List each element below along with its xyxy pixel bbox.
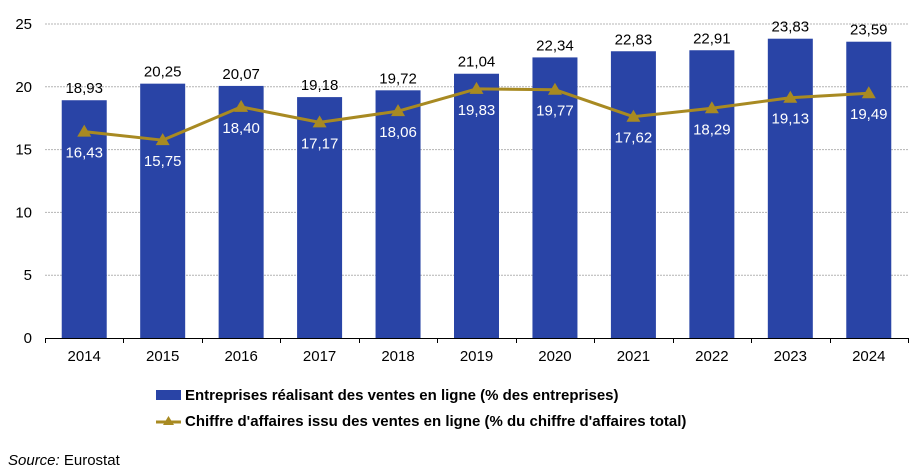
bar bbox=[689, 50, 735, 339]
line-marker-triangle bbox=[77, 124, 92, 137]
bar-data-label: 22,91 bbox=[693, 30, 731, 47]
y-tick-label: 0 bbox=[24, 330, 32, 347]
bar bbox=[532, 57, 578, 338]
line-data-label: 19,77 bbox=[536, 103, 574, 120]
line-data-label: 15,75 bbox=[144, 153, 182, 170]
x-tick-label: 2014 bbox=[68, 348, 101, 365]
bar bbox=[454, 73, 499, 338]
y-tick-label: 25 bbox=[15, 16, 32, 33]
line-marker-triangle bbox=[861, 86, 876, 99]
line-data-label: 18,29 bbox=[693, 121, 731, 138]
legend-line-triangle-icon bbox=[156, 416, 181, 425]
line-marker-triangle bbox=[391, 104, 406, 117]
bar bbox=[610, 51, 656, 339]
line-marker-triangle bbox=[547, 82, 562, 95]
x-tick-label: 2019 bbox=[460, 348, 493, 365]
line-marker-triangle bbox=[155, 133, 170, 146]
bar-data-labels: 18,93 20,25 20,07 19,18 19,72 21,04 22,34 22,83… bbox=[65, 19, 887, 98]
line-data-label: 17,62 bbox=[615, 130, 653, 147]
x-tick-label: 2021 bbox=[617, 348, 650, 365]
bar-data-label: 22,83 bbox=[615, 31, 653, 48]
line-series bbox=[77, 81, 876, 146]
legend: Entreprises réalisant des ventes en lign… bbox=[156, 382, 686, 434]
x-tick-label: 2017 bbox=[303, 348, 336, 365]
y-tick-label: 5 bbox=[24, 267, 32, 284]
source-label: Source: bbox=[8, 452, 60, 469]
x-tick-label: 2024 bbox=[852, 348, 885, 365]
bar bbox=[297, 97, 343, 338]
x-axis: 2014 2015 2016 2017 2018 2019 2020 2021 2022 2023… bbox=[45, 338, 909, 365]
x-tick-label: 2022 bbox=[695, 348, 728, 365]
x-tick-label: 2016 bbox=[224, 348, 257, 365]
bar-series bbox=[61, 38, 892, 339]
bar bbox=[140, 83, 186, 338]
x-tick-label: 2023 bbox=[774, 348, 807, 365]
legend-item-line: Chiffre d'affaires issu des ventes en li… bbox=[156, 408, 686, 434]
line-marker-triangle bbox=[469, 81, 484, 94]
line-marker-triangle bbox=[626, 109, 641, 122]
line-data-label: 18,06 bbox=[379, 124, 417, 141]
line-data-label: 16,43 bbox=[65, 145, 103, 162]
bar-data-label: 23,59 bbox=[850, 22, 888, 39]
bar-data-label: 20,07 bbox=[222, 66, 260, 83]
line-data-label: 19,13 bbox=[772, 111, 810, 128]
bar-data-label: 18,93 bbox=[65, 80, 103, 97]
bar-data-label: 23,83 bbox=[772, 19, 810, 36]
bar bbox=[218, 85, 264, 338]
bar-data-label: 19,72 bbox=[379, 70, 417, 87]
bar bbox=[375, 90, 421, 338]
x-tick-label: 2020 bbox=[538, 348, 571, 365]
legend-item-bar: Entreprises réalisant des ventes en lign… bbox=[156, 382, 686, 408]
line-marker-triangle bbox=[783, 90, 798, 103]
line-data-label: 19,49 bbox=[850, 106, 888, 123]
bar bbox=[61, 100, 107, 338]
legend-bar-label: Entreprises réalisant des ventes en lign… bbox=[185, 386, 619, 404]
bar-data-label: 22,34 bbox=[536, 37, 574, 54]
legend-bar-swatch bbox=[156, 390, 181, 400]
x-tick-label: 2015 bbox=[146, 348, 179, 365]
x-tick-label: 2018 bbox=[381, 348, 414, 365]
y-tick-label: 15 bbox=[15, 142, 32, 159]
line-data-labels: 16,43 15,75 18,40 17,17 18,06 19,83 19,77 17,62… bbox=[65, 102, 887, 170]
source-note: Source: Eurostat bbox=[8, 452, 120, 469]
line-marker-triangle bbox=[234, 99, 249, 112]
bar-data-label: 20,25 bbox=[144, 64, 182, 81]
line-data-label: 18,40 bbox=[222, 120, 260, 137]
y-tick-label: 10 bbox=[15, 204, 32, 221]
bar-data-label: 19,18 bbox=[301, 77, 339, 94]
y-tick-label: 20 bbox=[15, 79, 32, 96]
bar bbox=[846, 41, 892, 339]
line-data-label: 19,83 bbox=[458, 102, 496, 119]
line-data-label: 17,17 bbox=[301, 135, 339, 152]
legend-line-label: Chiffre d'affaires issu des ventes en li… bbox=[185, 412, 687, 430]
y-axis-ticks: 0 5 10 15 20 25 bbox=[15, 16, 32, 347]
bar bbox=[767, 38, 813, 339]
legend-triangle-marker bbox=[163, 416, 174, 425]
line-marker-triangle bbox=[312, 115, 327, 128]
line-marker-triangle bbox=[704, 101, 719, 114]
bar-data-label: 21,04 bbox=[458, 54, 496, 71]
source-value: Eurostat bbox=[59, 452, 120, 469]
